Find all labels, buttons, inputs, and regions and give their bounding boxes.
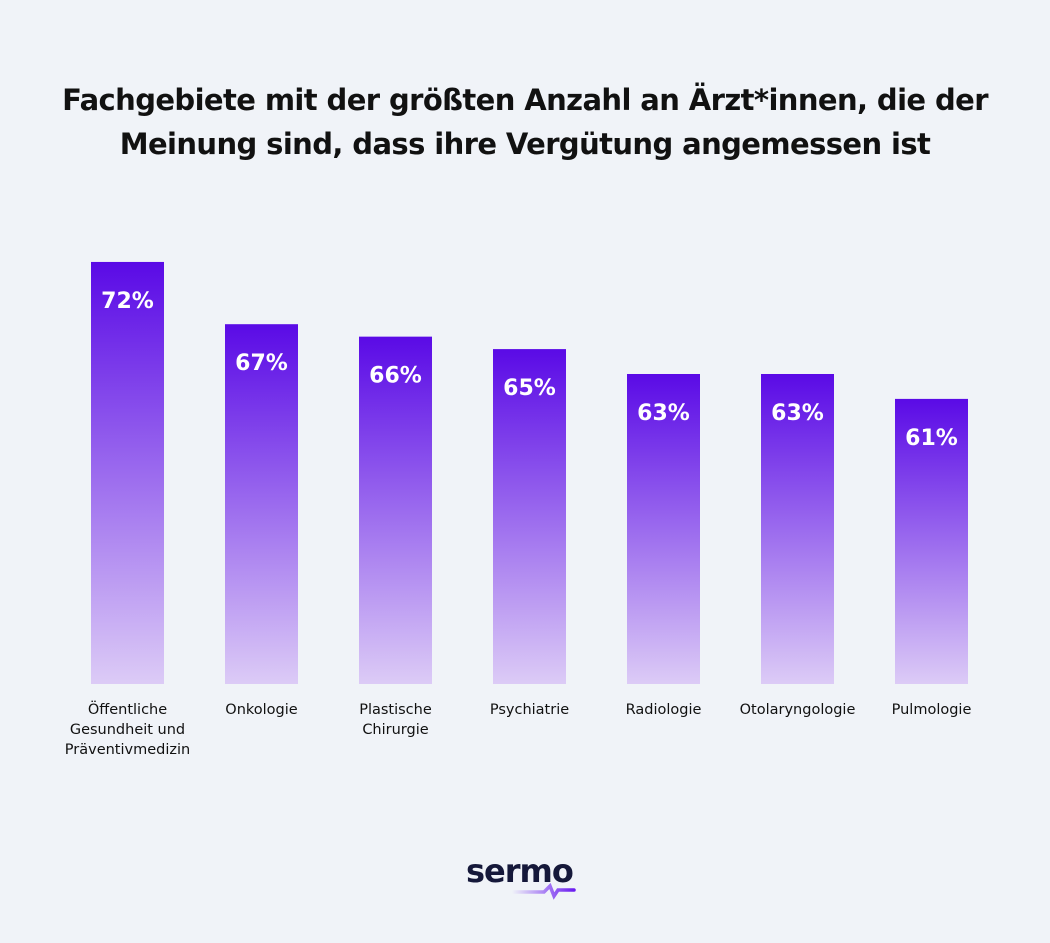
category-label-5: Otolaryngologie	[739, 702, 856, 718]
value-label-0: 72%	[101, 289, 154, 314]
bar-3	[493, 349, 566, 684]
category-label-0: Öffentliche Gesundheit und Präventivmedizi…	[64, 702, 191, 758]
value-label-1: 67%	[235, 351, 288, 376]
bar-4	[627, 373, 700, 684]
value-label-4: 63%	[637, 401, 690, 426]
bar-5	[761, 373, 834, 684]
chart-title: Fachgebiete mit der größten Anzahl an Är…	[62, 83, 988, 161]
category-label-4: Radiologie	[625, 702, 702, 718]
category-label-3: Psychiatrie	[489, 702, 570, 718]
bar-0	[91, 261, 164, 684]
category-label-2: Plastische Chirurgie	[359, 702, 432, 738]
value-label-6: 61%	[905, 426, 958, 451]
value-label-3: 65%	[503, 376, 556, 401]
bar-1	[225, 324, 298, 684]
category-label-6: Pulmologie	[891, 702, 972, 718]
bar-2	[359, 336, 432, 684]
category-label-1: Onkologie	[225, 702, 298, 718]
value-label-5: 63%	[771, 401, 824, 426]
value-label-2: 66%	[369, 364, 422, 389]
sermo-logo: sermo	[466, 852, 576, 900]
svg-text:sermo: sermo	[466, 852, 573, 890]
bar-6	[895, 398, 968, 684]
